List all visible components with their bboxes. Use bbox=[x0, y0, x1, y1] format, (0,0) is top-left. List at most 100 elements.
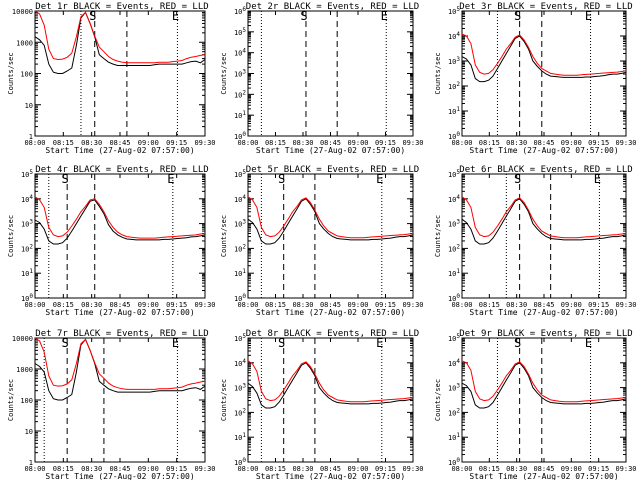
y-tick-label: 100 bbox=[20, 397, 33, 405]
y-tick-label: 101 bbox=[21, 268, 33, 278]
detector-panel-5: Det 5r BLACK = Events, RED = LLD 08:00 08:… bbox=[220, 165, 424, 317]
series-lld-line bbox=[34, 10, 206, 64]
y-tick-label: 102 bbox=[448, 407, 460, 417]
series-events-line bbox=[461, 198, 627, 245]
marker-label: E bbox=[172, 9, 179, 23]
y-tick-label: 10 bbox=[25, 428, 33, 436]
x-tick-label: 08:15 bbox=[479, 465, 500, 473]
panel-title: Det 8r BLACK = Events, RED = LLD bbox=[246, 329, 419, 339]
series-events-line bbox=[34, 199, 206, 245]
y-tick-label: 103 bbox=[234, 383, 246, 393]
marker-label: S bbox=[62, 172, 69, 186]
y-axis-label: Counts/sec bbox=[7, 379, 15, 421]
x-tick-label: 08:15 bbox=[53, 465, 74, 473]
y-tick-label: 100 bbox=[234, 293, 246, 303]
panel-title: Det 7r BLACK = Events, RED = LLD bbox=[35, 329, 208, 339]
y-tick-label: 102 bbox=[448, 243, 460, 253]
y-tick-label: 102 bbox=[448, 81, 460, 91]
x-tick-label: 09:30 bbox=[615, 139, 636, 147]
detector-panel-7: Det 7r BLACK = Events, RED = LLD 08:00 08:… bbox=[7, 329, 216, 480]
x-tick-label: 08:15 bbox=[265, 301, 286, 309]
y-tick-label: 104 bbox=[448, 358, 460, 368]
y-tick-label: 1 bbox=[29, 459, 33, 467]
marker-label: S bbox=[514, 9, 521, 23]
x-tick-label: 08:45 bbox=[533, 139, 554, 147]
y-axis-label: Counts/sec bbox=[220, 215, 228, 257]
x-tick-label: 08:15 bbox=[53, 301, 74, 309]
x-tick-label: 09:00 bbox=[347, 301, 368, 309]
x-tick-label: 08:30 bbox=[81, 465, 102, 473]
x-tick-label: 08:15 bbox=[265, 139, 286, 147]
y-tick-label: 103 bbox=[448, 219, 460, 229]
panel-title: Det 1r BLACK = Events, RED = LLD bbox=[35, 2, 208, 12]
y-tick-label: 100 bbox=[20, 71, 33, 79]
y-tick-label: 1000 bbox=[16, 39, 33, 47]
x-tick-label: 08:45 bbox=[320, 301, 341, 309]
series-events-line bbox=[34, 11, 206, 74]
y-tick-label: 104 bbox=[448, 31, 460, 41]
x-tick-label: 09:15 bbox=[375, 139, 396, 147]
detector-panel-1: Det 1r BLACK = Events, RED = LLD 08:00 08:… bbox=[7, 2, 216, 155]
x-tick-label: 09:15 bbox=[375, 301, 396, 309]
x-tick-label: 09:00 bbox=[138, 139, 159, 147]
x-tick-label: 09:00 bbox=[138, 465, 159, 473]
y-axis-label: Counts/sec bbox=[7, 52, 15, 94]
x-tick-label: 09:30 bbox=[402, 139, 423, 147]
x-tick-label: 09:15 bbox=[166, 301, 187, 309]
x-tick-label: 08:45 bbox=[109, 465, 130, 473]
x-axis-label: Start Time (27-Aug-02 07:57:00) bbox=[256, 146, 405, 155]
y-tick-label: 103 bbox=[448, 56, 460, 66]
y-axis-label: Counts/sec bbox=[434, 215, 442, 257]
x-tick-label: 09:30 bbox=[402, 301, 423, 309]
marker-label: E bbox=[376, 172, 383, 186]
x-tick-label: 09:15 bbox=[588, 139, 609, 147]
x-tick-label: 08:00 bbox=[237, 139, 258, 147]
x-tick-label: 08:15 bbox=[265, 465, 286, 473]
series-lld-line bbox=[34, 337, 206, 390]
y-tick-label: 104 bbox=[448, 194, 460, 204]
x-tick-label: 08:00 bbox=[451, 465, 472, 473]
x-tick-label: 08:45 bbox=[109, 301, 130, 309]
panel-title: Det 4r BLACK = Events, RED = LLD bbox=[35, 165, 208, 175]
y-tick-label: 1 bbox=[29, 133, 33, 141]
series-lld-line bbox=[247, 360, 414, 403]
series-lld-line bbox=[461, 33, 627, 76]
y-tick-label: 100 bbox=[21, 293, 33, 303]
x-tick-label: 09:00 bbox=[561, 301, 582, 309]
y-tick-label: 103 bbox=[21, 219, 33, 229]
series-events-line bbox=[461, 362, 627, 409]
x-axis-label: Start Time (27-Aug-02 07:57:00) bbox=[469, 472, 618, 480]
y-tick-label: 105 bbox=[234, 169, 246, 179]
x-tick-label: 08:00 bbox=[24, 301, 45, 309]
series-events-line bbox=[247, 198, 414, 245]
x-tick-label: 08:00 bbox=[237, 301, 258, 309]
x-tick-label: 09:15 bbox=[588, 465, 609, 473]
y-tick-label: 102 bbox=[234, 89, 246, 99]
y-tick-label: 105 bbox=[448, 6, 460, 16]
x-tick-label: 09:15 bbox=[588, 301, 609, 309]
detector-panel-8: Det 8r BLACK = Events, RED = LLD 08:00 08:… bbox=[220, 329, 424, 480]
x-tick-label: 08:15 bbox=[479, 301, 500, 309]
marker-label: E bbox=[594, 172, 601, 186]
panel-title: Det 6r BLACK = Events, RED = LLD bbox=[459, 165, 632, 175]
marker-label: E bbox=[167, 172, 174, 186]
y-tick-label: 1000 bbox=[16, 366, 33, 374]
x-tick-label: 08:30 bbox=[81, 139, 102, 147]
y-tick-label: 106 bbox=[234, 6, 246, 16]
y-tick-label: 105 bbox=[448, 169, 460, 179]
x-tick-label: 08:15 bbox=[53, 139, 74, 147]
x-axis-label: Start Time (27-Aug-02 07:57:00) bbox=[45, 146, 194, 155]
y-tick-label: 100 bbox=[234, 131, 246, 141]
y-tick-label: 101 bbox=[448, 432, 460, 442]
y-tick-label: 102 bbox=[234, 407, 246, 417]
y-tick-label: 101 bbox=[234, 268, 246, 278]
x-tick-label: 08:45 bbox=[109, 139, 130, 147]
marker-label: S bbox=[62, 336, 69, 350]
x-tick-label: 08:30 bbox=[292, 139, 313, 147]
detector-panel-4: Det 4r BLACK = Events, RED = LLD 08:00 08:… bbox=[7, 165, 216, 317]
x-tick-label: 08:00 bbox=[24, 465, 45, 473]
y-axis-label: Counts/sec bbox=[220, 52, 228, 94]
series-lld-line bbox=[247, 196, 414, 239]
marker-label: S bbox=[514, 336, 521, 350]
y-tick-label: 103 bbox=[234, 69, 246, 79]
